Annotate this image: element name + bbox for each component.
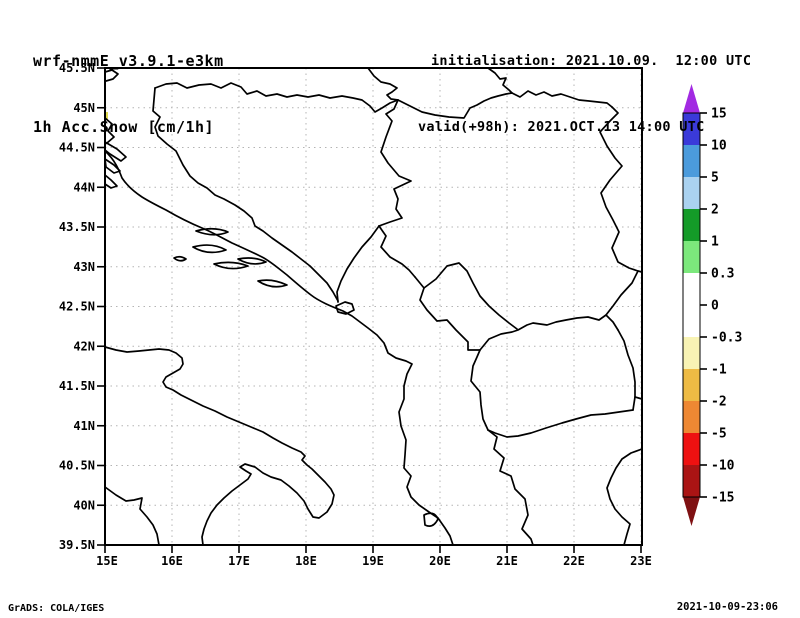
colorbar: 15 10 5 2 1 0.3 0 -0.3 -1 -2 -5 -10 -15 [682, 84, 742, 526]
graticule-gridlines [105, 68, 642, 545]
lon-tick-label: 15E [96, 554, 118, 568]
coastline-kotor-bay [335, 301, 355, 315]
colorbar-segment [683, 465, 700, 497]
snow-field-trace [105, 112, 108, 120]
lat-tick-label: 40N [73, 498, 95, 512]
colorbar-label: 1 [711, 235, 719, 250]
colorbar-segment [683, 241, 700, 273]
colorbar-label: 10 [711, 139, 727, 154]
coastline-east-adriatic [104, 150, 454, 546]
lat-tick-label: 41N [73, 419, 95, 433]
river-danube-belgrade [397, 92, 513, 119]
colorbar-over-arrow [683, 84, 700, 113]
colorbar-label: 2 [711, 203, 719, 218]
lat-tick-label: 45.5N [59, 61, 95, 75]
border-bosnia-southwest [152, 87, 339, 302]
island-mljet [257, 279, 288, 288]
island-brac [195, 227, 229, 236]
lon-tick-label: 16E [161, 554, 183, 568]
border-montenegro-kosovo [378, 225, 416, 278]
coastline-italy-adriatic [104, 346, 335, 546]
border-serbia-east [599, 106, 639, 316]
river-danube-northwest [367, 67, 399, 101]
colorbar-segment [683, 369, 700, 401]
border-montenegro-west [336, 225, 380, 303]
colorbar-label: 0 [711, 299, 719, 314]
title-block: wrf-nmmE_v3.9.1-e3km 1h Acc.Snow [cm/1h] [33, 6, 224, 182]
model-title: wrf-nmmE_v3.9.1-e3km [33, 52, 224, 70]
colorbar-label: 15 [711, 107, 727, 122]
island-hvar [192, 244, 227, 254]
peninsula-peljesac [237, 257, 267, 265]
lon-tick-label: 23E [630, 554, 652, 568]
colorbar-label: 0.3 [711, 267, 734, 282]
lat-tick-label: 42.5N [59, 300, 95, 314]
river-danube-east [511, 90, 613, 108]
time-block: initialisation: 2021.10.09. 12:00 UTC va… [418, 6, 751, 182]
colorbar-under-arrow [683, 497, 700, 526]
border-macedonia-east-spur [634, 396, 643, 400]
lon-tick-label: 22E [563, 554, 585, 568]
colorbar-segment [683, 273, 700, 305]
border-kosovo-albania [414, 276, 481, 351]
colorbar-segment [683, 113, 700, 145]
colorbar-segment [683, 337, 700, 369]
lat-tick-label: 42N [73, 339, 95, 353]
lat-tick-label: 43N [73, 260, 95, 274]
valid-time-line: valid(+98h): 2021.OCT.13 14:00 UTC [418, 119, 705, 135]
colorbar-labels: 15 10 5 2 1 0.3 0 -0.3 -1 -2 -5 -10 -15 [711, 107, 742, 506]
lon-tick-label: 17E [228, 554, 250, 568]
island-corfu [423, 512, 439, 527]
border-macedonia-north [479, 314, 619, 351]
island-vis [173, 255, 187, 262]
lon-tick-label: 21E [496, 554, 518, 568]
border-kosovo-serbia [423, 262, 518, 330]
river-tisa [487, 67, 513, 94]
axis-ticks [97, 67, 642, 553]
lon-tick-label: 20E [429, 554, 451, 568]
colorbar-label: -1 [711, 363, 727, 378]
border-macedonia-greece [487, 409, 634, 438]
lon-axis-labels: 15E 16E 17E 18E 19E 20E 21E 22E 23E [96, 554, 652, 568]
colorbar-segment [683, 401, 700, 433]
lat-axis-labels: 45.5N 45N 44.5N 44N 43.5N 43N 42.5N 42N … [59, 61, 95, 552]
lon-tick-label: 19E [362, 554, 384, 568]
border-sava-north [154, 82, 399, 113]
coastline-calabria [104, 486, 160, 546]
lat-tick-label: 41.5N [59, 379, 95, 393]
border-albania-greece [487, 429, 534, 546]
colorbar-segment [683, 177, 700, 209]
lon-tick-label: 18E [295, 554, 317, 568]
colorbar-label: -10 [711, 459, 735, 474]
map-outlines [104, 67, 643, 546]
lat-tick-label: 40.5N [59, 459, 95, 473]
colorbar-segment [683, 145, 700, 177]
grads-credit: GrADS: COLA/IGES [8, 603, 105, 614]
coastline-aegean [606, 448, 643, 546]
init-time-line: initialisation: 2021.10.09. 12:00 UTC [431, 53, 752, 69]
lat-tick-label: 44.5N [59, 141, 95, 155]
colorbar-label: -15 [711, 491, 734, 506]
colorbar-segment [683, 305, 700, 337]
colorbar-ticks [700, 112, 707, 498]
colorbar-label: -5 [711, 427, 727, 442]
creation-timestamp: 2021-10-09-23:06 [676, 601, 778, 613]
colorbar-label: 5 [711, 171, 719, 186]
border-macedonia-east [617, 329, 636, 411]
lat-tick-label: 39.5N [59, 538, 95, 552]
coastline-istria-corner [104, 69, 119, 82]
lat-tick-label: 44N [73, 180, 95, 194]
colorbar-label: -2 [711, 395, 727, 410]
field-title: 1h Acc.Snow [cm/1h] [33, 118, 215, 136]
border-macedonia-albania [470, 349, 489, 431]
lat-tick-label: 45N [73, 101, 95, 115]
colorbar-label: -0.3 [711, 331, 742, 346]
colorbar-segment [683, 433, 700, 465]
island-korcula [213, 261, 249, 270]
colorbar-segment [683, 209, 700, 241]
border-drina [378, 99, 412, 227]
lat-tick-label: 43.5N [59, 220, 95, 234]
